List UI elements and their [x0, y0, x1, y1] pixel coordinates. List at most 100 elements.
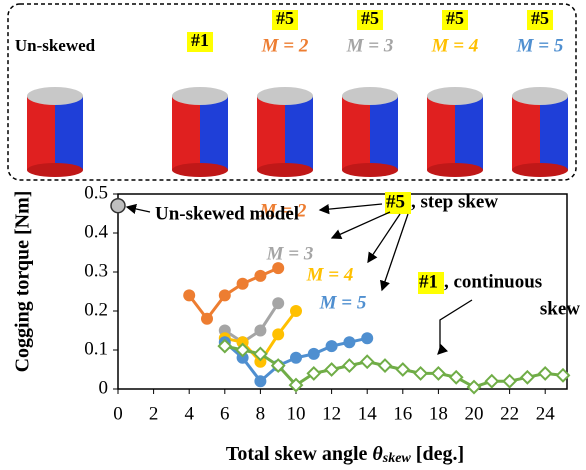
point: [254, 324, 267, 337]
tag-highlight: [442, 10, 468, 30]
y-tick-label: 0.1: [84, 338, 108, 359]
x-tick-label: 8: [256, 403, 266, 424]
model-label: M = 2: [261, 35, 309, 56]
series-label: M = 5: [319, 292, 367, 313]
point: [395, 362, 411, 377]
cylinder-red: [342, 96, 370, 170]
point: [236, 277, 249, 290]
x-tick-label: 12: [322, 403, 341, 424]
point: [288, 377, 304, 393]
tag-highlight: [418, 272, 444, 294]
cylinder-red: [172, 96, 200, 170]
x-axis-label: Total skew angle θskew [deg.]: [226, 443, 464, 467]
annotation-tag: #5: [386, 191, 405, 212]
point: [272, 262, 285, 275]
point: [359, 354, 375, 370]
y-tick-label: 0.3: [84, 260, 108, 281]
tag-highlight: [527, 10, 553, 30]
point: [290, 305, 302, 317]
point: [110, 197, 126, 214]
y-tick-label: 0.2: [84, 299, 108, 320]
cylinder-red: [27, 96, 55, 170]
point: [290, 351, 302, 364]
point: [430, 365, 446, 381]
point: [555, 367, 571, 383]
point: [341, 358, 357, 374]
model-tag: #5: [276, 8, 294, 28]
x-label-symbol: θ: [372, 443, 383, 465]
x-tick-label: 16: [393, 403, 412, 424]
y-tick-label: 0.5: [84, 182, 108, 203]
point: [307, 347, 320, 360]
x-tick-label: 22: [500, 403, 519, 424]
point: [254, 375, 267, 388]
point: [270, 358, 286, 374]
x-tick-label: 2: [149, 403, 159, 424]
point: [413, 365, 429, 381]
cylinder-bottom: [257, 163, 313, 177]
cylinder-top: [172, 87, 228, 105]
cylinder-red: [257, 96, 285, 170]
cylinder-red: [512, 96, 540, 170]
cylinder-blue: [285, 96, 313, 170]
cylinder-blue: [455, 96, 483, 170]
point: [236, 351, 249, 364]
point: [272, 297, 285, 310]
series-label: M = 4: [306, 264, 354, 285]
point: [272, 328, 285, 341]
model-tag: #5: [446, 8, 464, 28]
point: [377, 358, 393, 374]
model-label: Un-skewed: [15, 36, 96, 55]
cylinder-top: [27, 87, 83, 105]
x-tick-label: 24: [536, 403, 556, 424]
point: [183, 289, 196, 302]
cylinder-top: [342, 87, 398, 105]
cylinder-bottom: [342, 163, 398, 177]
cylinder-bottom: [27, 163, 83, 177]
y-tick-label: 0: [99, 377, 109, 398]
cylinder-top: [512, 87, 568, 105]
point: [519, 369, 535, 385]
plot-frame: [117, 193, 568, 390]
annotation-arrows: [125, 203, 473, 355]
point: [235, 342, 251, 358]
point: [361, 332, 374, 345]
point: [448, 369, 464, 385]
x-tick-label: 18: [429, 403, 448, 424]
cylinder-red: [427, 96, 455, 170]
series-label: M = 3: [266, 243, 314, 264]
model-label: M = 5: [516, 35, 564, 56]
annotation: skew: [540, 298, 580, 319]
annotation: Un-skewed model: [155, 203, 299, 224]
cylinder-top: [427, 87, 483, 105]
point: [254, 355, 267, 368]
x-label-unit: [deg.]: [411, 443, 464, 465]
model-tag: #1: [191, 30, 209, 50]
y-axis-label: Cogging torque [Nm]: [12, 191, 34, 373]
point: [236, 336, 249, 349]
cylinder-top: [257, 87, 313, 105]
cylinder-bottom: [172, 163, 228, 177]
point: [537, 365, 553, 381]
point: [254, 269, 267, 282]
y-tick-label: 0.4: [84, 221, 108, 242]
model-tag: #5: [531, 8, 549, 28]
x-tick-label: 0: [113, 403, 123, 424]
cylinder-blue: [370, 96, 398, 170]
series-line: [223, 302, 280, 344]
tag-highlight: [385, 192, 411, 214]
point: [325, 340, 338, 353]
point: [466, 379, 482, 395]
point: [218, 289, 231, 302]
model-tag: #5: [361, 8, 379, 28]
cylinder-bottom: [512, 163, 568, 177]
cylinder-blue: [540, 96, 568, 170]
tag-highlight: [187, 32, 213, 52]
point: [484, 373, 500, 389]
x-label-subscript: skew: [382, 451, 412, 466]
series-label: M = 2: [259, 200, 307, 221]
annotation-tag: #1: [419, 271, 438, 292]
annotation: , continuous: [444, 271, 542, 292]
point: [306, 365, 322, 381]
